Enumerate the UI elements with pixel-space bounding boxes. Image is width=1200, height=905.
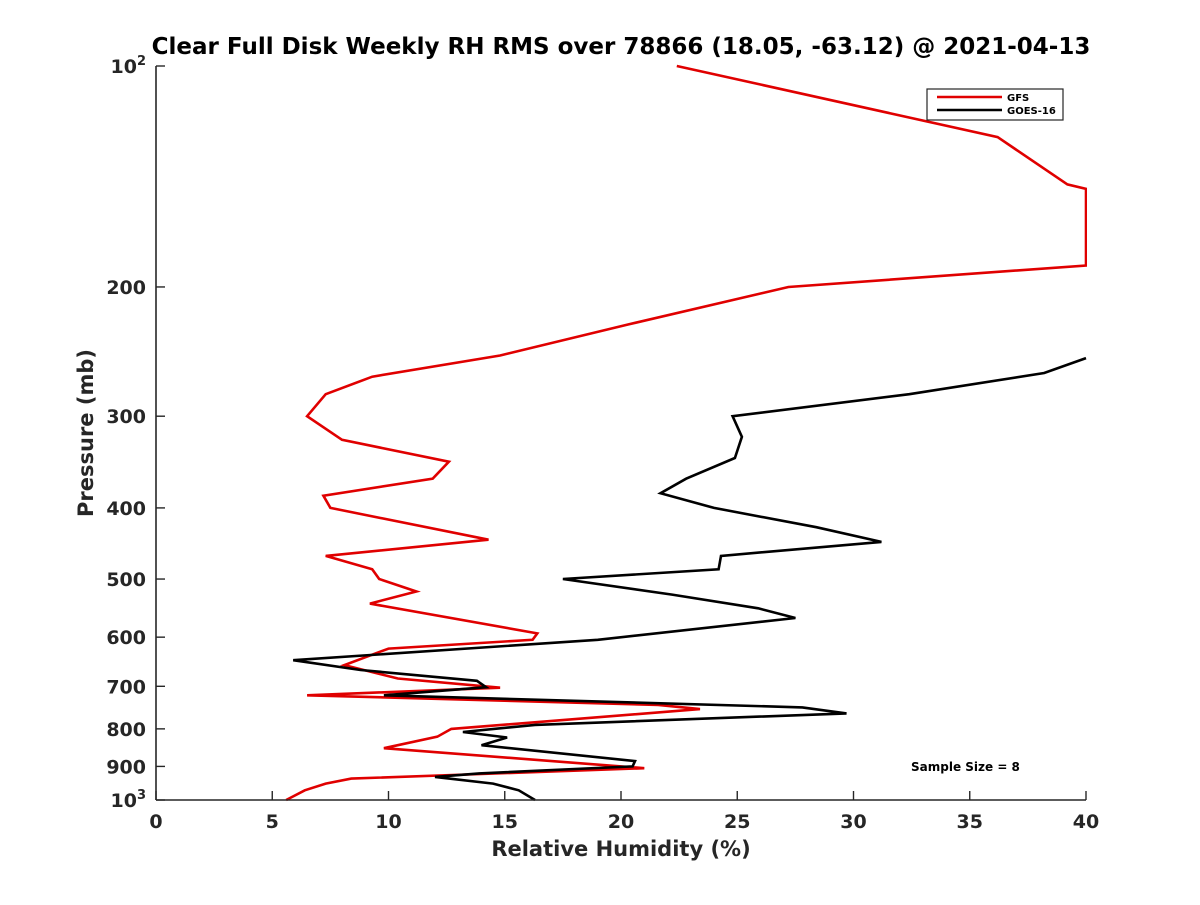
axes-layer: 0 5 10 15 20 25 30 35 40 102 200 300 400 500 600 700 800…	[106, 54, 1099, 833]
y-tick-label: 800	[106, 719, 146, 741]
y-tick-label: 103	[111, 788, 147, 812]
legend-label-goes16: GOES-16	[1007, 106, 1056, 117]
y-tick-label: 900	[106, 756, 146, 778]
x-tick-label: 30	[840, 811, 866, 833]
legend-box	[926, 88, 1064, 121]
y-tick-label: 400	[106, 498, 146, 520]
y-tick-label: 600	[106, 627, 146, 649]
sample-size-annotation: Sample Size = 8	[911, 760, 1020, 774]
legend-label-gfs: GFS	[1007, 93, 1029, 104]
y-tick-label: 200	[106, 277, 146, 299]
y-tick-label: 300	[106, 406, 146, 428]
y-tick-label: 102	[111, 54, 147, 78]
y-axis-label: Pressure (mb)	[74, 349, 98, 517]
y-tick-label: 700	[106, 676, 146, 698]
x-tick-label: 35	[957, 811, 983, 833]
legend: GFS GOES-16	[926, 88, 1064, 121]
chart-title: Clear Full Disk Weekly RH RMS over 78866…	[152, 34, 1091, 60]
x-tick-label: 10	[375, 811, 401, 833]
y-tick-label: 500	[106, 569, 146, 591]
x-axis-label: Relative Humidity (%)	[491, 837, 750, 861]
series-layer	[285, 64, 1087, 802]
x-tick-label: 40	[1073, 811, 1099, 833]
x-tick-label: 20	[608, 811, 634, 833]
x-tick-label: 25	[724, 811, 750, 833]
series-line-goes16	[293, 356, 1087, 802]
series-line-gfs	[285, 64, 1087, 802]
x-tick-label: 0	[149, 811, 162, 833]
x-tick-label: 5	[266, 811, 279, 833]
x-tick-label: 15	[492, 811, 518, 833]
